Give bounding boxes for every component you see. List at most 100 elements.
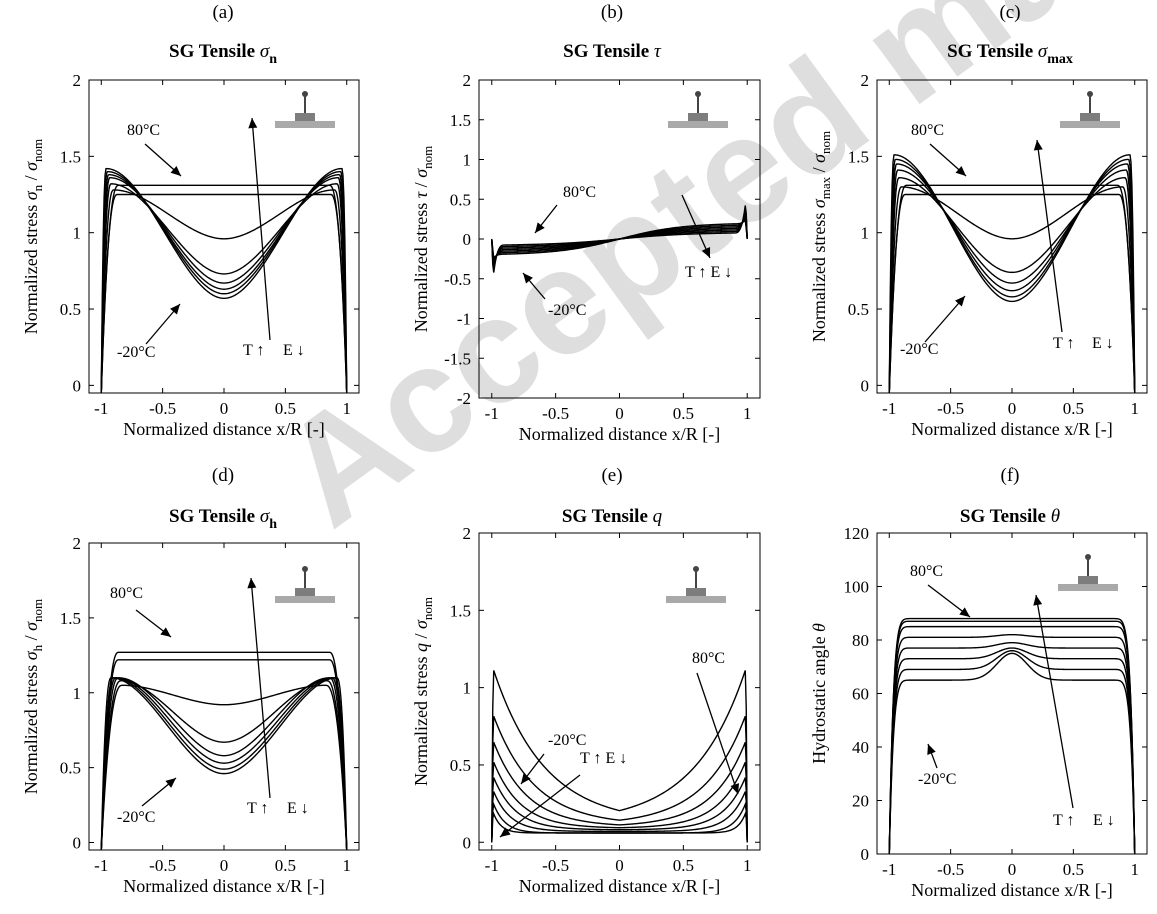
annotation-t-up: T ↑ [243,342,264,359]
annotation-e-down: E ↓ [1093,812,1115,829]
annotation-arrow-head [955,296,965,307]
annotation-arrow-head [927,744,936,755]
y-tick-label: 1.5 [60,609,81,628]
series-line-3 [888,186,1136,393]
annotation-80c: 80°C [563,184,596,201]
y-tick-label: 120 [844,524,870,543]
panel-label: (f) [1001,465,1020,486]
series-line-4 [491,761,748,843]
series-line-2 [888,620,1136,854]
panel-label: (e) [601,465,622,486]
series-line-5 [100,677,348,850]
specimen-icon [275,121,335,128]
specimen-icon-block [295,588,315,596]
annotation-80c: 80°C [911,122,944,139]
specimen-icon [1060,121,1120,128]
y-tick-label: 1.5 [60,147,81,166]
y-tick-label: 0 [463,833,472,852]
annotation-arrow-head [730,783,740,794]
x-tick-label: -0.5 [149,856,176,875]
series-line-8 [100,167,348,393]
annotation-minus20c: -20°C [900,341,938,358]
x-tick-label: -1 [882,399,896,418]
y-tick-label: -2 [457,389,471,408]
annotation-80c: 80°C [910,563,943,580]
annotation-t-up: T ↑ [1053,812,1074,829]
y-tick-label: 0 [861,845,870,864]
x-tick-label: 0 [1008,399,1017,418]
chart-title: SG Tensile σh [169,506,277,532]
specimen-icon-tip [1085,554,1091,560]
y-tick-label: 1.5 [450,601,471,620]
y-tick-label: 2 [73,71,82,90]
series-line-6 [100,677,348,850]
y-tick-label: 0.5 [450,190,471,209]
series-line-2 [888,193,1136,393]
y-tick-label: 0.5 [450,756,471,775]
series-line-8 [100,677,348,850]
x-tick-label: 0.5 [275,856,296,875]
y-tick-label: 0.5 [60,300,81,319]
x-tick-label: -0.5 [937,399,964,418]
annotation-t-e: T ↑ E ↓ [685,264,732,281]
chart-title: SG Tensile τ [563,41,662,62]
series-line-6 [888,163,1136,393]
x-tick-label: -1 [94,399,108,418]
x-tick-label: 0 [615,404,624,423]
x-axis-label: Normalized distance x/R [-] [911,419,1112,439]
annotation-arrow-head [248,118,258,129]
x-tick-label: -0.5 [542,404,569,423]
annotation-80c: 80°C [692,650,725,667]
specimen-icon-block [295,113,315,121]
x-tick-label: -0.5 [937,860,964,879]
series-line-2 [100,193,348,393]
y-tick-label: 0 [73,834,82,853]
annotation-t-up: T ↑ [1053,335,1074,352]
annotation-arrow [1036,139,1063,333]
series-line-1 [888,184,1136,393]
x-tick-label: 1 [743,856,752,875]
series-line-1 [888,617,1136,854]
specimen-icon-tip [1087,91,1093,97]
annotation-e-down: E ↓ [283,342,305,359]
specimen-icon [666,596,726,603]
panel-b: (b) SG Tensile τ -1 -0.5 0 0.5 1 -2 -1.5 -1 -0.5 0 0… [411,2,761,444]
annotation-t-up: T ↑ [247,800,268,817]
x-tick-label: 1 [1130,399,1139,418]
panel-label: (c) [999,2,1020,23]
panel-f: (f) SG Tensile θ -1 -0.5 0 0.5 1 0 20 40 60 80 100 12… [809,465,1148,900]
y-tick-label: 0.5 [60,759,81,778]
x-tick-label: 0.5 [1063,860,1084,879]
series-line-8 [491,811,748,843]
x-tick-label: 0 [220,856,229,875]
y-tick-label: 1 [463,151,472,170]
x-tick-label: 0 [1008,860,1017,879]
series-line-8 [888,154,1136,393]
x-tick-label: 1 [1130,860,1139,879]
series-line-7 [100,677,348,850]
panel-a: (a) SG Tensile σn -1 -0.5 0 0.5 1 0 0.5 1 1.5 2 Norm… [21,2,360,439]
specimen-icon [275,596,335,603]
y-axis-label: Normalized stress σh / σnom [21,599,45,794]
series-line-4 [100,183,348,393]
chart-title: SG Tensile θ [960,506,1060,527]
panel-label: (d) [212,465,234,486]
annotation-arrow [499,774,581,838]
y-tick-label: 0 [463,230,472,249]
y-axis-label: Normalized stress σn / σnom [21,139,45,334]
annotation-arrow-head [535,222,545,233]
panel-d: (d) SG Tensile σh -1 -0.5 0 0.5 1 0 0.5 1 1.5 2 Norm… [21,465,360,896]
y-tick-label: 1.5 [450,111,471,130]
y-tick-label: 80 [852,631,869,650]
x-tick-label: 0.5 [673,856,694,875]
series-line-6 [491,791,748,843]
annotation-arrow-head [701,247,711,258]
y-tick-label: 20 [852,792,869,811]
y-tick-label: -0.5 [444,270,471,289]
x-tick-label: -1 [882,860,896,879]
specimen-icon-tip [302,566,308,572]
x-tick-label: -0.5 [149,399,176,418]
series-line-5 [888,641,1136,854]
series-line-1 [100,184,348,393]
